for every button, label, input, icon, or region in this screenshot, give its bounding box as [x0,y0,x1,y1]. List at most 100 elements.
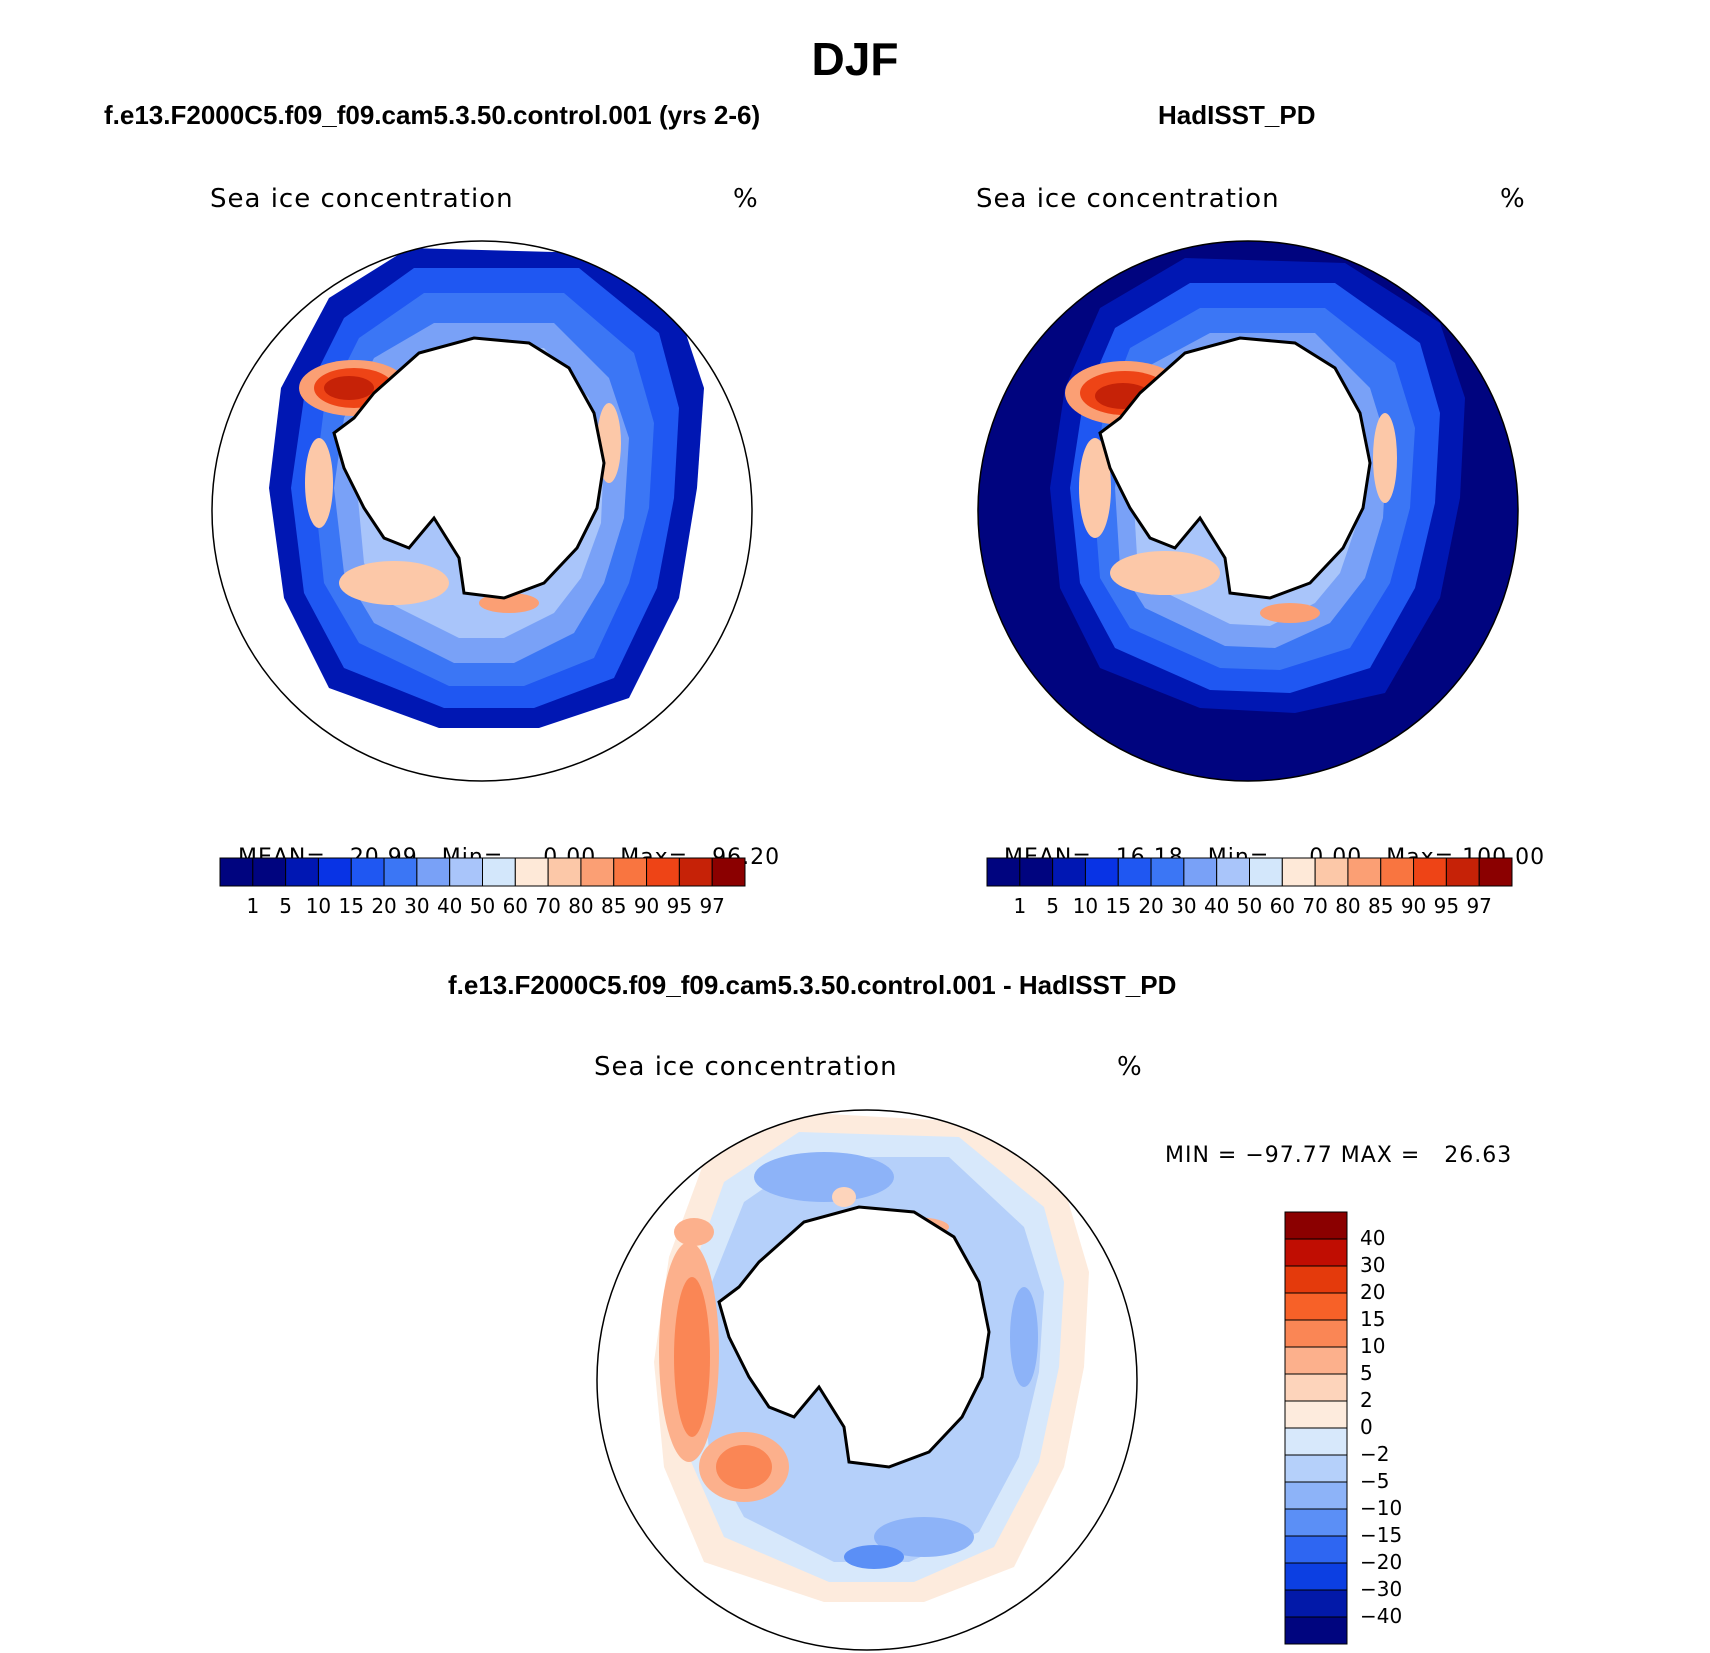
panel-3-title: f.e13.F2000C5.f09_f09.cam5.3.50.control.… [448,970,1177,1000]
panel-2-colorbar-box [1052,857,1086,887]
panel-2-colorbar-box [1413,857,1447,887]
panel-3-colorbar-box [1284,1265,1348,1294]
panel-2-colorbar-box [1347,857,1382,887]
panel-3-colorbar-box [1284,1562,1348,1591]
panel-3-colorbar-tick-label: −15 [1360,1523,1403,1547]
panel-3-colorbar-tick-label: 10 [1360,1334,1386,1358]
panel-1-colorbar-box [613,857,648,887]
panel-3-colorbar-tick-label: 2 [1360,1388,1373,1412]
panel-2-colorbar-tick-label: 15 [1105,894,1131,918]
panel-3-colorbar-tick-label: 15 [1360,1307,1386,1331]
panel-2-variable-label: Sea ice concentration [976,184,1280,214]
panel-3-colorbar-tick-label: 40 [1360,1226,1386,1250]
panel-1-variable-label: Sea ice concentration [210,184,514,214]
panel-2-units-label: % [1500,184,1526,214]
panel-3-colorbar-box [1284,1481,1348,1510]
panel-1-title: f.e13.F2000C5.f09_f09.cam5.3.50.control.… [104,100,761,130]
panel-1-colorbar-tick-label: 30 [404,894,430,918]
panel-1-colorbar-box [482,857,516,887]
panel-1-colorbar-box [383,857,418,887]
panel-1-colorbar-box [219,857,254,887]
panel-3-colorbar-box [1284,1373,1348,1402]
panel-1-colorbar-tick-label: 50 [469,894,496,918]
panel-3-colorbar-tick-label: 0 [1360,1415,1373,1439]
panel-1-colorbar-tick-label: 10 [305,894,332,918]
panel-3-variable-label: Sea ice concentration [594,1052,898,1082]
panel-3-colorbar-tick-label: 20 [1360,1280,1386,1304]
panel-2-colorbar-box [1084,857,1119,887]
panel-3-colorbar-tick-label: −2 [1360,1442,1390,1466]
panel-2-colorbar-box [1150,857,1185,887]
panel-1-ice-field [212,241,752,781]
panel-1-colorbar-box [350,857,385,887]
panel-2-colorbar-box [1249,857,1283,887]
panel-3-minmax: MIN = −97.77 MAX = 26.63 [1165,1143,1513,1168]
panel-3-diff-field [597,1110,1137,1650]
panel-3-colorbar-box [1284,1238,1348,1267]
panel-1-colorbar [219,857,746,887]
panel-2-title: HadISST_PD [1158,100,1316,130]
panel-2-colorbar-box [1445,857,1480,887]
panel-2-colorbar-tick-label: 70 [1302,894,1328,918]
panel-2-colorbar-tick-label: 50 [1236,894,1263,918]
panel-2-colorbar-tick-label: 85 [1368,894,1394,918]
panel-1-colorbar-tick-label: 5 [279,894,292,918]
panel-1-colorbar-box [317,857,352,887]
panel-1-units-label: % [733,184,759,214]
panel-1-colorbar-tick-label: 95 [666,894,693,918]
panel-2-colorbar-box [1281,857,1316,887]
panel-3-colorbar-box [1284,1508,1348,1537]
panel-1-colorbar-box [252,857,287,887]
panel-2-colorbar [986,857,1513,887]
panel-1-colorbar-tick-label: 90 [633,894,660,918]
panel-3-colorbar-box [1284,1211,1348,1240]
panel-2-colorbar-box [1117,857,1152,887]
panel-3-colorbar-box [1284,1454,1348,1483]
panel-3-colorbar-box [1284,1292,1348,1321]
panel-3-colorbar-ticks: 40 30 20 15 10 5 2 0 −2 −5 −10 −15 −20 −30 −40 [1360,1212,1440,1644]
panel-2-colorbar-box [1314,857,1349,887]
panel-3-colorbar-tick-label: −40 [1360,1604,1403,1628]
panel-2-colorbar-tick-label: 60 [1269,894,1296,918]
panel-1-colorbar-box [547,857,582,887]
panel-3-map [596,1109,1138,1651]
panel-2-colorbar-tick-label: 10 [1072,894,1099,918]
panel-1-colorbar-tick-label: 70 [535,894,561,918]
panel-2-colorbar-box [1380,857,1415,887]
panel-3-colorbar-tick-label: −10 [1360,1496,1403,1520]
panel-1-colorbar-tick-label: 60 [502,894,529,918]
panel-1-colorbar-box [580,857,615,887]
panel-2-colorbar-tick-label: 1 [1013,894,1027,918]
panel-1-colorbar-ticks: 1 5 10 15 20 30 40 50 60 70 80 85 90 95 97 [220,894,745,918]
panel-2-colorbar-tick-label: 40 [1203,894,1230,918]
panel-2-colorbar-box [1478,857,1513,887]
panel-1-map-border [211,240,753,782]
panel-3-colorbar-box [1284,1427,1348,1456]
panel-3-colorbar-box [1284,1616,1348,1645]
panel-1-colorbar-tick-label: 1 [246,894,260,918]
panel-1-colorbar-tick-label: 85 [601,894,627,918]
main-title: DJF [811,33,899,85]
panel-2-colorbar-tick-label: 20 [1138,894,1164,918]
panel-1-colorbar-tick-label: 15 [338,894,364,918]
panel-1-map [211,240,753,782]
panel-2-colorbar-tick-label: 95 [1433,894,1460,918]
panel-2-colorbar-box [1019,857,1054,887]
panel-3-colorbar-tick-label: −5 [1360,1469,1390,1493]
panel-2-colorbar-ticks: 1 5 10 15 20 30 40 50 60 70 80 85 90 95 97 [987,894,1512,918]
panel-2-colorbar-box [1216,857,1250,887]
panel-2-colorbar-box [1183,857,1218,887]
panel-3-colorbar-box [1284,1346,1348,1375]
panel-1-colorbar-box [646,857,680,887]
panel-3-colorbar-box [1284,1319,1348,1348]
panel-1-colorbar-box [514,857,549,887]
panel-3-colorbar [1284,1211,1348,1645]
panel-3-colorbar-box [1284,1400,1348,1429]
panel-2-colorbar-tick-label: 80 [1335,894,1361,918]
panel-3-colorbar-box [1284,1589,1348,1618]
panel-1-colorbar-box [711,857,746,887]
panel-3-colorbar-tick-label: 30 [1360,1253,1386,1277]
panel-2-ice-field [978,241,1518,781]
panel-2-map-border [977,240,1519,782]
panel-2-colorbar-tick-label: 30 [1171,894,1197,918]
